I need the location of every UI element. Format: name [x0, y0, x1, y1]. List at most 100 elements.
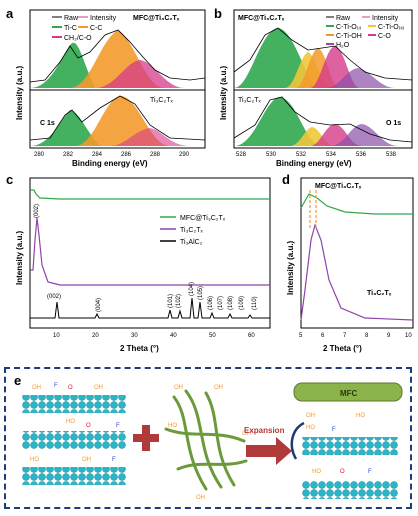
- panel-d-bottom-sample: Ti₃C₂Tₓ: [367, 290, 392, 297]
- panel-c-xtick-4: 50: [209, 333, 216, 339]
- panel-b-xtick-4: 536: [356, 152, 367, 158]
- panel-b-bottom-raw: [233, 96, 413, 143]
- panel-d-mfc-curve: [300, 193, 413, 215]
- panel-c-xtick-3: 40: [170, 333, 177, 339]
- panel-c-legend-ti3alc2: Ti₃AlC₂: [180, 239, 203, 246]
- panel-b-chart: MFC@Ti₃C₂Tₓ Ti₃C₂Tₓ O 1s Raw Intensity C…: [219, 9, 413, 168]
- panel-a-xtick-4: 288: [150, 152, 161, 158]
- curved-arrow-icon: [290, 421, 305, 460]
- mfc-bar-label: MFC: [340, 389, 358, 398]
- group-ho-2: HO: [30, 457, 39, 463]
- panel-c-peak-102: (102): [176, 294, 182, 308]
- panel-a-bottom-peak-tic: [30, 110, 100, 146]
- panel-a-letter: a: [6, 6, 14, 21]
- mfc-fibers: [164, 389, 248, 491]
- mxene-expanded-layer-1: [302, 437, 398, 455]
- panel-c-ti3c2-curve: [30, 217, 270, 286]
- panel-d-xtick-2: 7: [343, 333, 347, 339]
- panel-a-top-peak-tic: [30, 42, 95, 88]
- right-ho-1: HO: [306, 425, 315, 431]
- group-f-2: F: [116, 423, 120, 429]
- group-f-3: F: [112, 457, 116, 463]
- expansion-label: Expansion: [244, 426, 285, 435]
- mxene-layer-2: [22, 431, 126, 449]
- panel-a-legend-cc: C-C: [90, 25, 102, 32]
- panel-b-legend-co: C-O: [378, 33, 391, 40]
- group-oh-1: OH: [32, 385, 41, 391]
- panel-d-ylabel: Intensity (a.u.): [286, 240, 295, 295]
- right-f-1: F: [332, 427, 336, 433]
- right-ho-3: HO: [312, 469, 321, 475]
- panel-c-peak-106: (106): [208, 296, 214, 310]
- panel-d-chart: MFC@Ti₃C₂Tₓ Ti₃C₂Tₓ 5 6 7 8 9 10 2 Theta…: [286, 177, 414, 353]
- panel-c-xlabel: 2 Theta (°): [120, 344, 159, 353]
- panel-d-xtick-0: 5: [299, 333, 303, 339]
- panel-c-chart: (002) (002) (004) (101) (102) (104) (105…: [15, 177, 271, 353]
- panel-c-mfc-curve: [30, 189, 270, 200]
- group-ho-1: HO: [66, 419, 75, 425]
- panel-a-bottom-frame: [29, 89, 206, 149]
- panel-b-bottom-peak-green: [234, 97, 322, 146]
- panel-c-ti3alc2-curve: [30, 297, 270, 319]
- group-o-1: O: [68, 385, 73, 391]
- panel-b-xtick-3: 534: [326, 152, 337, 158]
- panel-e-schematic: OH F O OH HO O F HO OH F OH OH OH HO OH …: [22, 382, 403, 501]
- right-ho-2: HO: [356, 413, 365, 419]
- panel-a-top-peak-ch2: [95, 60, 185, 88]
- panel-b-bottom-frame: [233, 89, 413, 149]
- panel-d-xtick-5: 10: [405, 333, 412, 339]
- panel-a-xtick-0: 280: [34, 152, 45, 158]
- panel-a-legend-raw: Raw: [64, 15, 79, 22]
- panel-c-peak-002: (002): [47, 294, 61, 300]
- panel-c-legend-ti3c2: Ti₃C₂Tₓ: [180, 227, 203, 234]
- panel-c-peak-109: (109): [239, 296, 245, 310]
- panel-d-xtick-1: 6: [321, 333, 325, 339]
- mfc-bar: [293, 382, 403, 402]
- panel-a-xtick-5: 290: [179, 152, 190, 158]
- mxene-layer-1: [22, 395, 126, 413]
- panel-d-frame: [300, 177, 414, 329]
- mxene-expanded-layer-2: [302, 481, 398, 499]
- right-oh-1: OH: [306, 413, 315, 419]
- right-f-2: F: [368, 469, 372, 475]
- panel-b-xtick-2: 532: [296, 152, 307, 158]
- panel-e-letter: e: [14, 373, 22, 388]
- right-o-1: O: [340, 469, 345, 475]
- panel-b-xlabel: Binding energy (eV): [276, 159, 352, 168]
- panel-b-legend-raw: Raw: [336, 15, 351, 22]
- panel-b-xtick-1: 530: [266, 152, 277, 158]
- panel-b-xtick-0: 528: [236, 152, 247, 158]
- mxene-layer-3: [22, 467, 126, 485]
- panel-b-legend-h2o: H₂O: [336, 42, 350, 49]
- panel-c-xtick-5: 60: [248, 333, 255, 339]
- plus-icon-h: [133, 434, 159, 442]
- panel-a-bottom-peak-ch2: [110, 128, 190, 146]
- panel-d-xtick-3: 8: [365, 333, 369, 339]
- panel-b-top-peak-purple: [325, 68, 395, 88]
- panel-c-peak-104: (104): [189, 282, 195, 296]
- panel-a-ylabel: Intensity (a.u.): [15, 65, 24, 120]
- panel-b-ylabel: Intensity (a.u.): [219, 65, 228, 120]
- panel-a-legend-intensity: Intensity: [90, 15, 117, 22]
- panel-a-xtick-2: 284: [92, 152, 103, 158]
- panel-a-top-sample: MFC@Ti₃C₂Tₓ: [133, 15, 180, 22]
- panel-c-peak-110: (110): [252, 296, 258, 310]
- panel-b-top-raw: [233, 27, 413, 81]
- group-oh-3: OH: [82, 457, 91, 463]
- fiber-oh-3: OH: [242, 431, 251, 437]
- panel-a-bottom-raw: [29, 95, 206, 141]
- panel-a-legend-ch2: CH₂/C-O: [64, 35, 92, 42]
- panel-b-core-level: O 1s: [386, 120, 401, 127]
- panel-c-letter: c: [6, 172, 14, 187]
- group-o-2: O: [86, 423, 91, 429]
- fiber-ho-1: HO: [168, 423, 177, 429]
- panel-c-peak-101: (101): [168, 294, 174, 308]
- panel-c-ylabel: Intensity (a.u.): [15, 230, 24, 285]
- panel-c-peak-105: (105): [198, 286, 204, 300]
- panel-c-frame: [29, 177, 271, 329]
- panel-a-chart: MFC@Ti₃C₂Tₓ Ti₃C₂Tₓ C 1s Raw Intensity T…: [15, 9, 206, 168]
- fiber-oh-2: OH: [214, 385, 223, 391]
- panel-c-xtick-2: 30: [131, 333, 138, 339]
- panel-b-letter: b: [214, 6, 222, 21]
- panel-b-xtick-5: 538: [386, 152, 397, 158]
